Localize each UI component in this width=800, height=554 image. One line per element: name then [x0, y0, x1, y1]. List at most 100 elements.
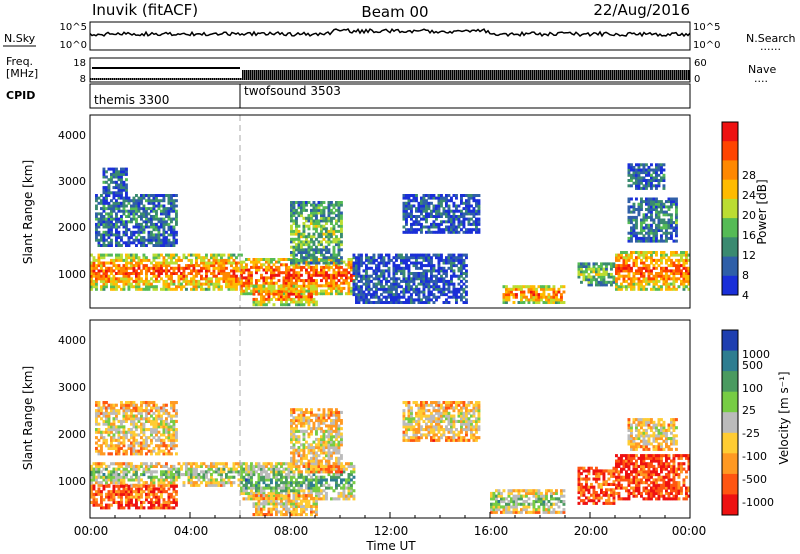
echo-cell	[447, 204, 451, 208]
echo-cell	[635, 168, 638, 172]
echo-cell	[682, 253, 686, 257]
echo-cell	[122, 204, 126, 208]
echo-cell	[145, 484, 148, 488]
echo-cell	[150, 470, 153, 474]
echo-cell	[642, 261, 646, 265]
echo-cell	[212, 464, 216, 468]
echo-cell	[117, 253, 121, 257]
echo-cell	[432, 295, 436, 299]
echo-cell	[465, 264, 468, 268]
echo-cell	[640, 266, 643, 270]
echo-cell	[125, 266, 128, 270]
echo-cell	[670, 236, 673, 240]
echo-cell	[135, 287, 138, 291]
echo-cell	[642, 184, 646, 188]
echo-cell	[160, 220, 163, 224]
echo-cell	[407, 266, 411, 270]
echo-cell	[107, 244, 111, 247]
echo-cell	[222, 279, 226, 283]
echo-cell	[395, 264, 398, 268]
echo-cell	[627, 205, 631, 209]
echo-cell	[115, 438, 118, 442]
echo-cell	[687, 269, 691, 273]
echo-cell	[107, 433, 111, 437]
echo-cell	[112, 492, 116, 496]
echo-cell	[102, 220, 106, 224]
echo-cell	[635, 226, 638, 230]
echo-cell	[450, 282, 453, 286]
echo-cell	[110, 282, 113, 286]
echo-cell	[375, 272, 378, 275]
echo-cell	[240, 464, 243, 468]
echo-cell	[195, 279, 198, 283]
echo-cell	[185, 467, 188, 471]
echo-cell	[205, 269, 208, 273]
echo-cell	[670, 200, 673, 204]
echo-cell	[655, 171, 658, 175]
echo-cell	[635, 179, 638, 182]
echo-cell	[650, 200, 653, 204]
echo-cell	[360, 287, 363, 291]
echo-cell	[107, 484, 111, 488]
nave-bar	[646, 70, 648, 80]
echo-cell	[115, 244, 118, 247]
echo-cell	[90, 285, 93, 289]
echo-cell	[445, 298, 448, 302]
echo-cell	[322, 216, 326, 220]
echo-cell	[115, 444, 118, 448]
echo-cell	[197, 282, 201, 286]
echo-cell	[177, 475, 181, 479]
echo-cell	[155, 464, 158, 468]
echo-cell	[120, 236, 123, 240]
echo-cell	[277, 295, 281, 299]
echo-cell	[587, 280, 591, 284]
echo-cell	[237, 266, 241, 270]
echo-cell	[672, 253, 676, 257]
echo-cell	[407, 282, 411, 286]
echo-cell	[635, 264, 638, 268]
echo-cell	[337, 279, 341, 283]
echo-cell	[375, 258, 378, 262]
echo-cell	[165, 230, 168, 234]
nave-bar	[586, 70, 588, 80]
echo-cell	[247, 284, 251, 288]
echo-cell	[225, 473, 228, 477]
echo-cell	[105, 194, 108, 197]
echo-cell	[430, 209, 433, 213]
echo-cell	[297, 243, 301, 247]
echo-cell	[220, 277, 223, 281]
echo-cell	[650, 223, 653, 227]
echo-cell	[120, 506, 123, 510]
echo-cell	[390, 285, 393, 289]
echo-cell	[632, 176, 636, 180]
echo-cell	[430, 274, 433, 278]
echo-cell	[397, 277, 401, 281]
echo-cell	[342, 286, 346, 290]
echo-cell	[290, 219, 293, 223]
echo-cell	[282, 297, 286, 301]
echo-cell	[92, 264, 96, 268]
echo-cell	[185, 277, 188, 281]
echo-cell	[120, 277, 123, 281]
echo-cell	[105, 180, 108, 184]
echo-cell	[130, 266, 133, 270]
echo-cell	[462, 253, 466, 257]
echo-cell	[130, 464, 133, 468]
echo-cell	[270, 281, 273, 285]
echo-cell	[192, 266, 196, 270]
echo-cell	[122, 487, 126, 491]
echo-cell	[402, 258, 406, 262]
echo-cell	[397, 282, 401, 286]
echo-cell	[307, 261, 311, 265]
echo-cell	[650, 279, 653, 283]
echo-cell	[90, 487, 93, 491]
echo-cell	[155, 238, 158, 242]
echo-cell	[457, 290, 461, 294]
echo-cell	[90, 266, 93, 270]
echo-cell	[412, 290, 416, 294]
echo-cell	[117, 277, 121, 281]
echo-cell	[102, 186, 106, 190]
echo-cell	[175, 215, 178, 218]
echo-cell	[550, 301, 553, 304]
echo-cell	[122, 506, 126, 510]
